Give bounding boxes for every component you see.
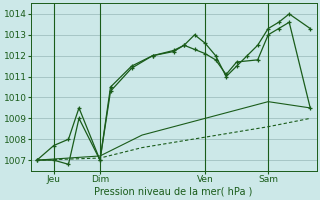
X-axis label: Pression niveau de la mer( hPa ): Pression niveau de la mer( hPa ) (94, 187, 253, 197)
